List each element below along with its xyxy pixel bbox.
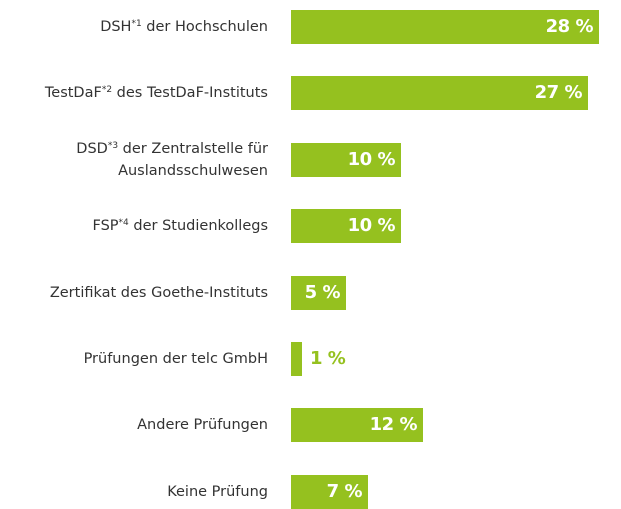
value-label: 10 %	[347, 215, 396, 237]
bar	[291, 76, 588, 111]
value-label: 10 %	[347, 148, 396, 170]
category-label: Zertifikat des Goethe-Instituts	[49, 284, 268, 301]
bar	[291, 209, 401, 244]
category-label: DSH*1 der Hochschulen	[100, 19, 268, 35]
bar	[291, 10, 599, 44]
value-label: 7 %	[326, 480, 363, 502]
value-label: 28 %	[545, 16, 594, 37]
value-label: 12 %	[369, 414, 418, 436]
value-label: 5 %	[304, 281, 341, 303]
bar	[291, 408, 423, 443]
bar	[291, 342, 302, 376]
bar	[291, 275, 346, 310]
category-label: Andere Prüfungen	[137, 417, 268, 434]
bar	[291, 142, 401, 177]
value-label: 27 %	[534, 82, 583, 104]
bar	[291, 474, 368, 509]
value-label: 1 %	[310, 348, 346, 369]
category-label: Keine Prüfung	[167, 483, 268, 500]
category-label: TestDaF*2 des TestDaF-Instituts	[44, 85, 268, 102]
category-label: FSP*4 der Studienkollegs	[92, 218, 269, 235]
category-label: DSD*3 der Zentralstelle für Auslandsschu…	[76, 140, 268, 179]
category-label: Prüfungen der telc GmbH	[83, 351, 268, 367]
